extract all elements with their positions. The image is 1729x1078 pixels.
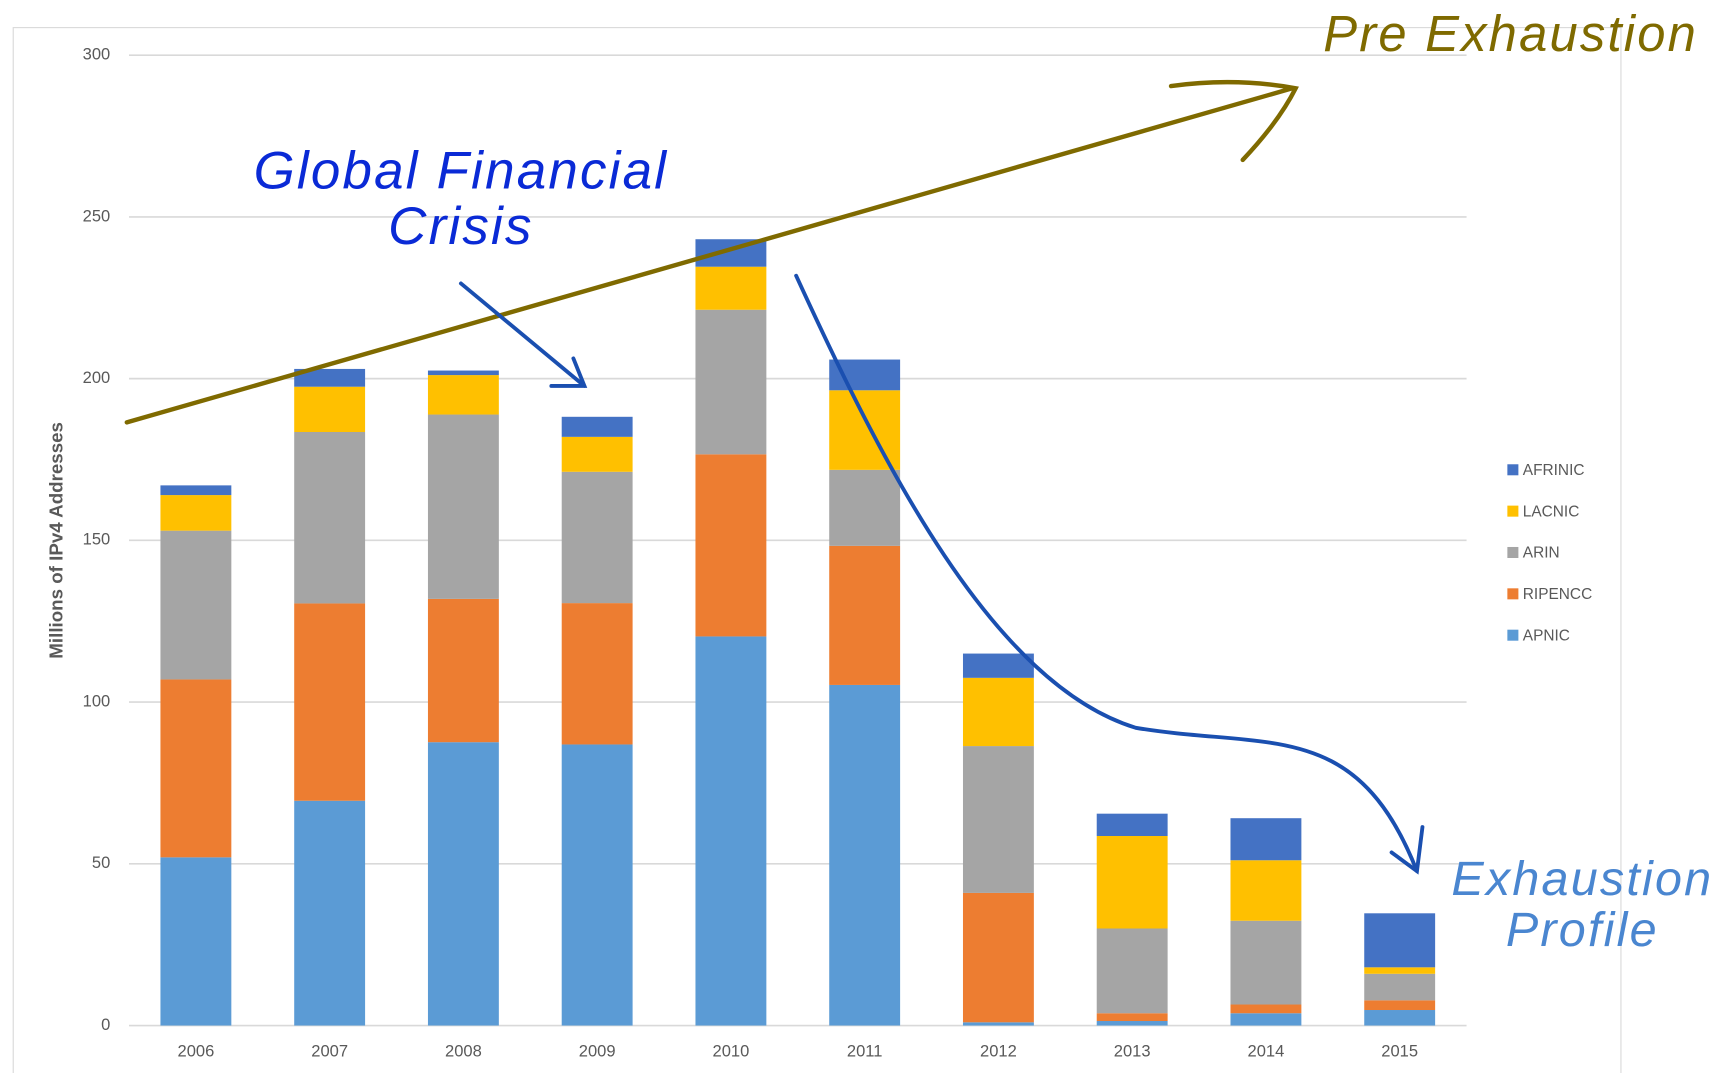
bar-segment xyxy=(1230,1013,1302,1026)
x-tick-label: 2011 xyxy=(847,1041,883,1060)
bar-segment xyxy=(695,636,767,1026)
bar-segment xyxy=(695,266,767,310)
x-tick-label: 2013 xyxy=(1114,1041,1151,1060)
bar-segment xyxy=(561,603,633,745)
bar-segment xyxy=(962,746,1034,893)
y-tick-label: 300 xyxy=(83,45,111,64)
legend-label: APNIC xyxy=(1523,627,1570,644)
bar-segment xyxy=(160,679,232,858)
x-tick-label: 2008 xyxy=(445,1041,482,1060)
bar-segment xyxy=(1096,1021,1168,1026)
bar-segment xyxy=(1364,913,1436,968)
bar-segment xyxy=(160,485,232,496)
legend-swatch xyxy=(1507,588,1519,600)
y-tick-label: 0 xyxy=(101,1015,110,1034)
legend-label: LACNIC xyxy=(1523,503,1580,520)
y-axis-label: Millions of IPv4 Addresses xyxy=(45,422,66,659)
bar-segment xyxy=(160,495,232,531)
legend-label: ARIN xyxy=(1523,545,1560,562)
x-tick-label: 2007 xyxy=(311,1041,348,1060)
bar-segment xyxy=(1364,973,1436,1001)
bar-segment xyxy=(294,603,366,801)
x-tick-label: 2010 xyxy=(713,1041,750,1060)
bar-segment xyxy=(160,530,232,680)
annotation: Global Financial xyxy=(254,141,669,200)
bar-segment xyxy=(294,386,366,433)
x-tick-label: 2006 xyxy=(178,1041,215,1060)
bar-segment xyxy=(962,892,1034,1023)
bar-segment xyxy=(427,375,499,415)
annotation: Profile xyxy=(1506,903,1659,957)
annotation: Pre Exhaustion xyxy=(1323,5,1698,62)
bar-segment xyxy=(829,390,901,470)
bar-segment xyxy=(1364,967,1436,974)
bar-segment xyxy=(427,370,499,376)
bar-segment xyxy=(829,469,901,546)
bar-segment xyxy=(829,545,901,685)
bar-segment xyxy=(1096,813,1168,836)
bar-segment xyxy=(294,800,366,1026)
annotation: Exhaustion xyxy=(1451,852,1713,906)
bar-segment xyxy=(695,454,767,637)
bar-segment xyxy=(962,677,1034,747)
bar-segment xyxy=(294,432,366,604)
bar-segment xyxy=(1096,835,1168,929)
y-tick-label: 50 xyxy=(92,853,110,872)
bar-segment xyxy=(427,742,499,1026)
x-tick-label: 2009 xyxy=(579,1041,616,1060)
x-tick-label: 2014 xyxy=(1248,1041,1285,1060)
y-tick-label: 150 xyxy=(83,530,111,549)
bar-segment xyxy=(561,744,633,1026)
trend-arrow xyxy=(124,79,1299,425)
bar-segment xyxy=(1230,860,1302,921)
legend-swatch xyxy=(1507,464,1519,476)
bar-segment xyxy=(1364,1000,1436,1011)
legend-swatch xyxy=(1507,629,1519,641)
legend-swatch xyxy=(1507,546,1519,559)
y-tick-label: 200 xyxy=(83,368,111,387)
chart-frame xyxy=(12,27,1622,1078)
bar-segment xyxy=(427,598,499,743)
bar-segment xyxy=(561,471,633,604)
x-tick-label: 2015 xyxy=(1381,1041,1418,1060)
bar-segment xyxy=(160,857,232,1026)
bar-segment xyxy=(561,436,633,472)
legend-label: AFRINIC xyxy=(1523,462,1585,479)
legend-label: RIPENCC xyxy=(1523,586,1592,603)
bar-segment xyxy=(1230,1004,1302,1014)
bar-segment xyxy=(427,414,499,599)
bar-segment xyxy=(1230,818,1302,861)
bar-segment xyxy=(829,684,901,1026)
legend-swatch xyxy=(1507,505,1519,517)
x-tick-label: 2012 xyxy=(980,1041,1017,1060)
bar-segment xyxy=(962,1022,1034,1026)
bar-segment xyxy=(695,309,767,455)
y-tick-label: 100 xyxy=(83,691,111,710)
bar-segment xyxy=(1230,920,1302,1005)
exhaustion-arrow xyxy=(794,273,1425,875)
plot: 0 50 100 150 200 250 300 2006 2007 2008 2009 2010 20… xyxy=(83,45,1593,1061)
annotation: Crisis xyxy=(388,197,533,256)
bar-segment xyxy=(1096,1013,1168,1022)
bar-segment xyxy=(962,653,1034,678)
crisis-arrow xyxy=(458,281,588,388)
bar-segment xyxy=(294,368,366,387)
y-tick-label: 250 xyxy=(83,206,111,225)
bar-segment xyxy=(561,416,633,437)
bar-segment xyxy=(1096,928,1168,1014)
bar-segment xyxy=(1364,1010,1436,1026)
